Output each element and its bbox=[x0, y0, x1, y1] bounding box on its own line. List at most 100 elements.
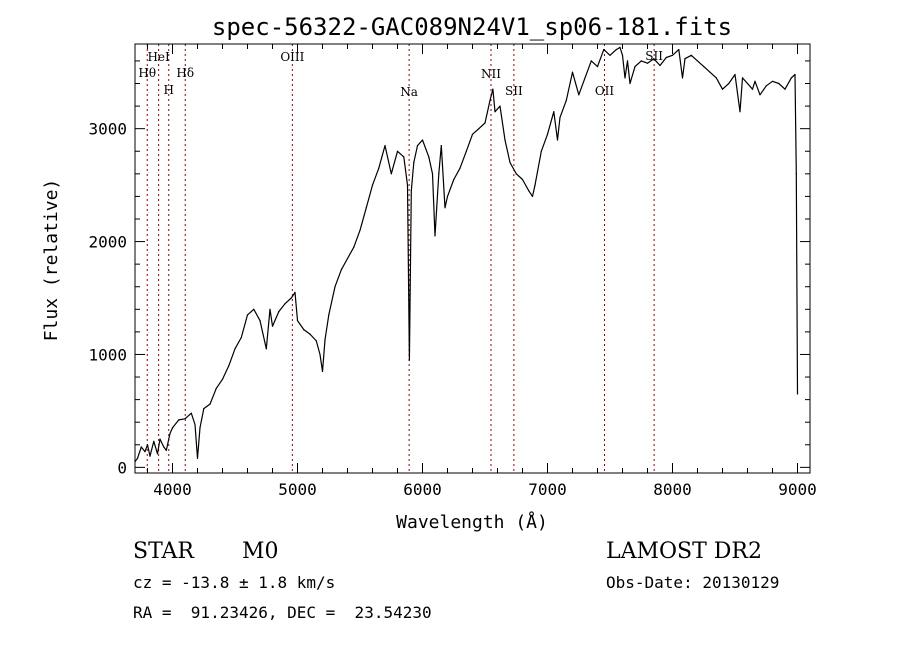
spectrum-point bbox=[365, 207, 367, 209]
spectrum-point bbox=[159, 438, 161, 440]
y-tick-label: 3000 bbox=[88, 120, 127, 139]
object-class: STAR bbox=[133, 539, 194, 564]
y-axis-label: Flux (relative) bbox=[41, 179, 62, 342]
spectrum-point bbox=[321, 370, 324, 372]
spectrum-point bbox=[784, 88, 786, 90]
spectrum-point bbox=[795, 173, 797, 175]
spectrum-point bbox=[759, 94, 761, 96]
spectrum-point bbox=[194, 423, 196, 426]
line-marker-label: OIII bbox=[280, 50, 304, 64]
spectrum-point bbox=[228, 365, 230, 367]
spectrum-point bbox=[315, 340, 317, 342]
spectrum-point bbox=[240, 336, 242, 339]
spectrum-line bbox=[134, 46, 799, 463]
spectrum-point bbox=[489, 99, 491, 101]
spectrum-point bbox=[634, 66, 636, 68]
spectrum-point bbox=[746, 82, 749, 85]
spectrum-point bbox=[553, 111, 555, 113]
spectrum-point bbox=[265, 348, 267, 350]
y-tick-label: 1000 bbox=[88, 345, 127, 364]
spectrum-point bbox=[765, 85, 767, 87]
spectrum-point bbox=[346, 257, 349, 260]
spectrum-point bbox=[416, 145, 419, 147]
obs-date: Obs-Date: 20130129 bbox=[606, 573, 780, 592]
spectrum-series bbox=[134, 46, 799, 463]
spectrum-point bbox=[178, 419, 180, 421]
x-axis-label: Wavelength (Å) bbox=[396, 511, 548, 533]
axes: 4000 5000 6000 7000 8000 9000 0 1000 2000 3000 bbox=[88, 43, 817, 499]
object-subclass: M0 bbox=[242, 539, 279, 564]
spectrum-point bbox=[678, 49, 680, 51]
spectrum-point bbox=[446, 195, 449, 197]
spectrum-point bbox=[709, 71, 711, 73]
spectrum-point bbox=[284, 303, 286, 305]
spectrum-point bbox=[619, 46, 621, 49]
x-tick-label: 6000 bbox=[403, 480, 442, 499]
line-markers bbox=[146, 44, 655, 473]
spectrum-point bbox=[796, 393, 799, 395]
spectrum-point bbox=[565, 99, 567, 101]
spectrum-point bbox=[559, 116, 561, 118]
spectrum-point bbox=[203, 408, 205, 410]
spectrum-point bbox=[684, 58, 686, 60]
spectrum-point bbox=[403, 156, 405, 158]
spectrum-point bbox=[629, 82, 631, 85]
spectrum-point bbox=[681, 77, 684, 79]
spectrum-point bbox=[703, 66, 705, 68]
spectrum-point bbox=[484, 122, 486, 124]
spectrum-point bbox=[221, 378, 224, 380]
spectrum-point bbox=[465, 150, 467, 152]
spectrum-point bbox=[390, 173, 392, 175]
line-marker-label: Hθ bbox=[138, 66, 156, 80]
spectrum-point bbox=[156, 453, 159, 455]
spectrum-point bbox=[771, 80, 774, 82]
x-tick-label: 4000 bbox=[153, 480, 192, 499]
spectrum-point bbox=[626, 60, 629, 62]
spectrum-point bbox=[715, 77, 717, 79]
spectrum-point bbox=[438, 173, 440, 175]
spectrum-point bbox=[534, 184, 536, 186]
spectrum-point bbox=[171, 427, 174, 429]
spectrum-point bbox=[144, 451, 146, 453]
spectrum-point bbox=[640, 60, 642, 62]
spectrum-point bbox=[290, 297, 292, 299]
chart-title: spec-56322-GAC089N24V1_sp06-181.fits bbox=[212, 13, 732, 41]
spectrum-point bbox=[540, 150, 542, 152]
spectrum-point bbox=[734, 73, 736, 76]
line-marker-label: Hδ bbox=[176, 66, 194, 80]
spectrum-point bbox=[199, 427, 201, 429]
spectrum-point bbox=[478, 128, 480, 130]
spectrum-point bbox=[319, 353, 321, 356]
spectrum-point bbox=[504, 139, 506, 141]
spectrum-point bbox=[410, 190, 412, 192]
x-tick-label: 7000 bbox=[528, 480, 567, 499]
spectrum-point bbox=[531, 195, 534, 197]
spectrum-point bbox=[271, 325, 274, 327]
spectrum-point bbox=[728, 82, 730, 85]
spectrum-point bbox=[149, 455, 151, 457]
line-marker-label: Na bbox=[400, 85, 418, 99]
spectrum-point bbox=[596, 66, 599, 68]
spectrum-point bbox=[163, 446, 165, 448]
y-tick-label: 2000 bbox=[88, 233, 127, 252]
spectrum-point bbox=[334, 286, 336, 288]
spectrum-point bbox=[406, 184, 409, 186]
spectrum-point bbox=[413, 161, 415, 164]
line-marker-label: H bbox=[164, 83, 174, 97]
spectrum-point bbox=[494, 111, 496, 113]
line-marker-label: SII bbox=[645, 49, 663, 63]
spectrum-point bbox=[790, 77, 792, 79]
spectrum-point bbox=[328, 314, 330, 316]
spectrum-point bbox=[556, 139, 559, 141]
spectrum-point bbox=[546, 133, 549, 135]
spectrum-point bbox=[190, 412, 192, 414]
spectrum-point bbox=[246, 314, 249, 316]
line-marker-label: HeI bbox=[147, 50, 170, 64]
spectrum-point bbox=[296, 320, 299, 322]
spectrum-point bbox=[621, 54, 624, 56]
spectrum-point bbox=[294, 291, 296, 293]
survey-name: LAMOST DR2 bbox=[606, 539, 762, 564]
spectrum-point bbox=[259, 320, 261, 322]
